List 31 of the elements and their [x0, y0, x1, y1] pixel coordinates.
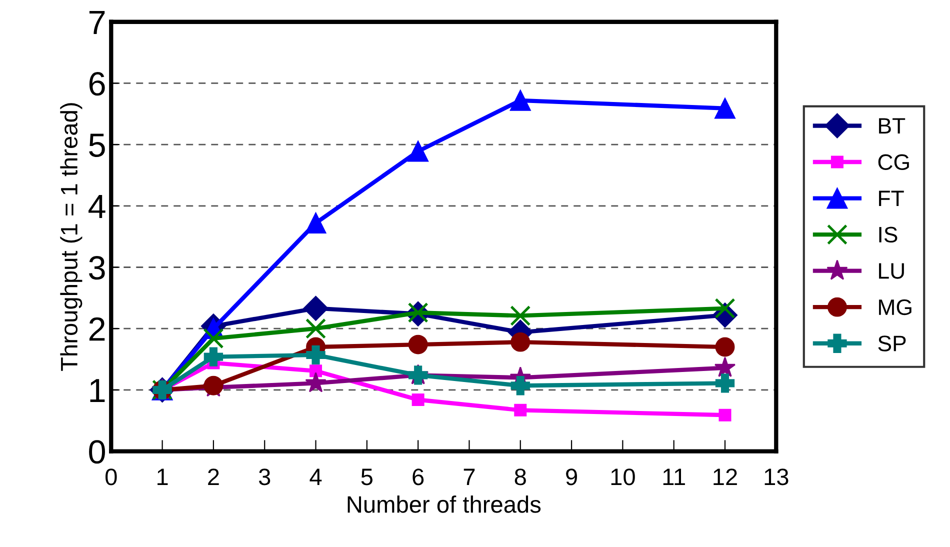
x-tick-label: 12: [714, 468, 737, 486]
x-tick-label: 3: [258, 468, 270, 486]
legend-label: SP: [878, 336, 906, 352]
y-tick-label: 0: [89, 440, 105, 464]
y-tick-label: 2: [89, 317, 105, 341]
x-tick-label: 4: [310, 468, 322, 486]
x-tick-label: 8: [514, 468, 526, 486]
x-tick-label: 10: [611, 468, 635, 486]
y-tick-label: 6: [89, 72, 105, 96]
y-tick-label: 4: [88, 195, 106, 218]
y-axis-title: Throughput (1 = 1 thread): [60, 103, 82, 371]
y-tick-label: 7: [89, 11, 105, 34]
legend-label: MG: [879, 299, 912, 316]
y-tick-label: 3: [89, 256, 105, 280]
y-tick-label: 5: [89, 134, 105, 157]
legend-label: CG: [878, 154, 909, 170]
x-tick-label: 1: [158, 468, 168, 486]
x-tick-label: 0: [106, 468, 117, 486]
x-tick-label: 6: [412, 468, 424, 486]
x-tick-label: 11: [663, 468, 685, 486]
x-tick-label: 7: [464, 468, 475, 486]
x-tick-label: 9: [566, 468, 577, 486]
y-tick-label: 1: [90, 379, 105, 402]
legend-label: IS: [879, 226, 898, 243]
legend-label: LU: [879, 263, 904, 279]
x-tick-label: 2: [208, 468, 219, 486]
legend-label: BT: [879, 118, 906, 134]
x-axis-title: Number of threads: [348, 496, 541, 513]
x-tick-label: 5: [361, 468, 372, 486]
x-tick-label: 13: [764, 468, 788, 486]
legend-label: FT: [879, 190, 904, 206]
